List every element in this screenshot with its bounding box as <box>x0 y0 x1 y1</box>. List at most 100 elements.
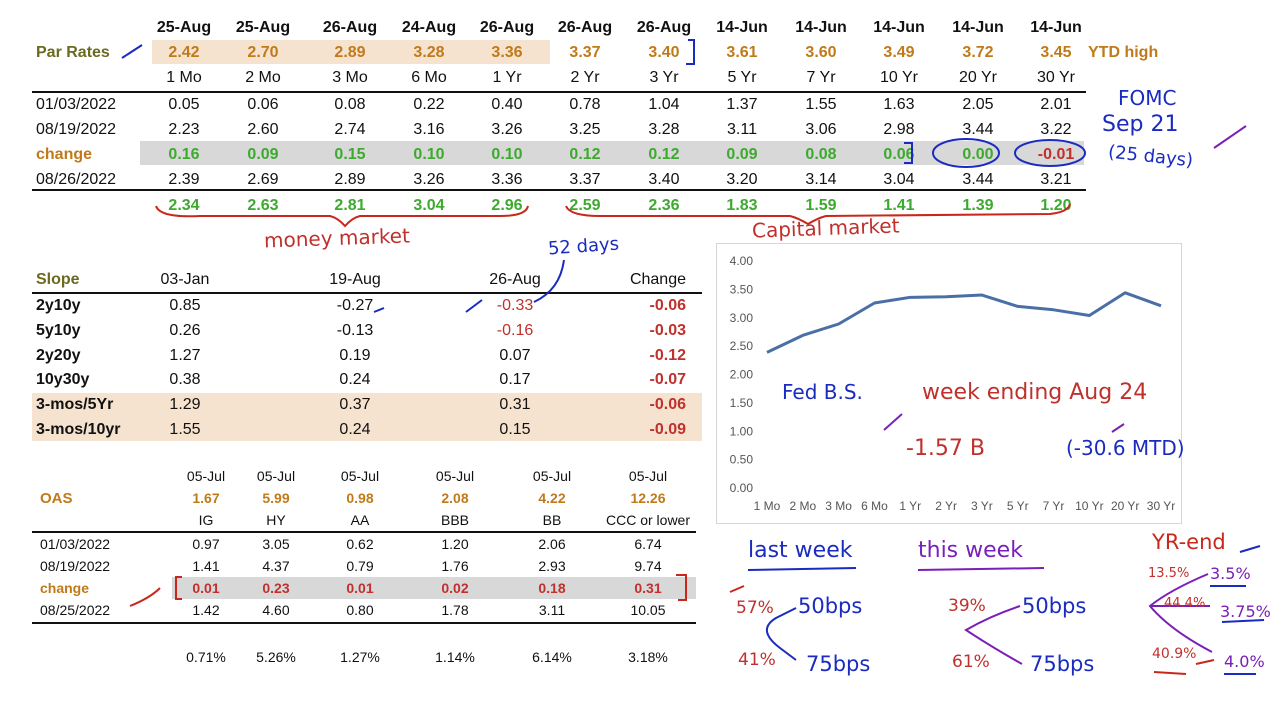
par-cell: 0.10 <box>413 146 445 163</box>
yr-end-branch <box>1148 573 1213 653</box>
par-cell: 1.55 <box>805 96 837 113</box>
par-cell: 0.09 <box>247 146 279 163</box>
fomc-note-1: FOMC <box>1118 86 1177 110</box>
oas-cell: 0.79 <box>346 558 374 574</box>
par-tenor: 20 Yr <box>959 69 997 86</box>
par-ytd-change: 1.83 <box>726 197 758 214</box>
par-bracket-mark <box>686 39 695 65</box>
oas-pct: 5.26% <box>256 649 296 665</box>
par-cell: 3.21 <box>1040 171 1072 188</box>
par-ytd-change: 1.39 <box>962 197 994 214</box>
par-ytd-change: 2.36 <box>648 197 680 214</box>
fed-bs-note: Fed B.S. <box>782 380 863 404</box>
tw-50bps-note: 50bps <box>1022 594 1087 618</box>
oas-high: 1.67 <box>192 490 220 506</box>
fed-check <box>883 413 903 431</box>
slope-header: Change <box>629 271 686 288</box>
slope-check-1 <box>373 307 385 313</box>
par-cell: 3.37 <box>569 171 601 188</box>
slope-cell: -0.27 <box>336 297 374 314</box>
par-date: 26-Aug <box>636 19 692 36</box>
par-cell: 2.74 <box>334 121 366 138</box>
capital-market-brace <box>565 203 1071 226</box>
oas-cell: 0.80 <box>346 602 374 618</box>
par-value: 3.49 <box>883 44 915 61</box>
par-cell: 0.40 <box>491 96 523 113</box>
par-value: 3.37 <box>569 44 601 61</box>
oas-high: 0.98 <box>346 490 374 506</box>
par-date: 14-Jun <box>873 19 925 36</box>
par-tenor: 6 Mo <box>411 69 447 86</box>
oas-cell: 2.06 <box>538 536 566 552</box>
oas-cell: 4.37 <box>262 558 290 574</box>
par-tenor: 2 Mo <box>245 69 281 86</box>
fed-mtd-note: (-30.6 MTD) <box>1066 436 1185 460</box>
par-tenor: 1 Mo <box>166 69 202 86</box>
par-cell: 3.06 <box>805 121 837 138</box>
slope-cell: 1.55 <box>169 421 201 438</box>
par-value: 3.60 <box>805 44 837 61</box>
oas-cell: 1.20 <box>441 536 469 552</box>
par-cell: 0.16 <box>168 146 200 163</box>
par-cell: 2.69 <box>247 171 279 188</box>
oas-class: AA <box>350 512 370 528</box>
this-week-note: this week <box>918 538 1023 563</box>
tw-39-note: 39% <box>948 596 986 616</box>
par-cell: 3.25 <box>569 121 601 138</box>
fed-minus-note: -1.57 B <box>906 436 986 461</box>
y-tick-label: 0.50 <box>730 453 754 467</box>
slope-header: 03-Jan <box>160 271 210 288</box>
mtd-check <box>1111 423 1125 433</box>
oas-header-rule <box>32 531 696 533</box>
ytd-high-label: YTD high <box>1088 44 1159 61</box>
slope-header: Slope <box>36 271 80 288</box>
par-cell: 3.44 <box>962 121 994 138</box>
oas-change-arrow <box>129 587 161 607</box>
oas-row-label: 01/03/2022 <box>40 536 111 552</box>
oas-class: IG <box>198 512 214 528</box>
oas-left-bracket <box>175 576 182 600</box>
slope-row-label: 3-mos/10yr <box>36 421 121 438</box>
par-date: 14-Jun <box>716 19 768 36</box>
oas-cell: 9.74 <box>634 558 662 574</box>
oas-date: 05-Jul <box>256 468 296 484</box>
par-tenor: 3 Mo <box>332 69 368 86</box>
par-cell: 0.08 <box>334 96 366 113</box>
par-cell: 0.09 <box>726 146 758 163</box>
par-tenor: 1 Yr <box>492 69 522 86</box>
par-cell: 0.05 <box>168 96 200 113</box>
oas-cell: 1.78 <box>441 602 469 618</box>
circle-20yr-change <box>932 138 1000 168</box>
oas-cell: 0.18 <box>538 580 566 596</box>
par-ytd-change: 2.96 <box>491 197 523 214</box>
par-cell: 0.00 <box>962 146 994 163</box>
slope-header: 26-Aug <box>489 271 541 288</box>
y-tick-label: 2.50 <box>730 339 754 353</box>
slope-cell: -0.33 <box>496 297 534 314</box>
par-date: 25-Aug <box>156 19 212 36</box>
oas-pct: 3.18% <box>628 649 668 665</box>
par-date: 14-Jun <box>952 19 1004 36</box>
par-ytd-change: 2.34 <box>168 197 200 214</box>
x-tick-label: 2 Mo <box>789 499 816 513</box>
slope-row-label: 5y10y <box>36 321 81 339</box>
par-cell: 3.04 <box>883 171 915 188</box>
r40-note: 4.0% <box>1224 652 1265 671</box>
slope-cell: 0.24 <box>339 371 371 389</box>
oas-pct: 1.27% <box>340 649 380 665</box>
slope-change: -0.06 <box>649 297 686 314</box>
oas-change-band <box>172 577 696 599</box>
par-highlight-band <box>152 40 550 64</box>
par-tenor: 7 Yr <box>806 69 836 86</box>
par-rates-label: Par Rates <box>36 44 110 61</box>
oas-pct: 0.71% <box>186 649 226 665</box>
oas-cell: 3.11 <box>538 602 566 618</box>
oas-cell: 0.01 <box>192 580 220 596</box>
par-cell: 3.16 <box>413 121 445 138</box>
par-cell: 2.01 <box>1040 96 1072 113</box>
slope-cell: 1.29 <box>169 396 201 414</box>
r375-note: 3.75% <box>1220 602 1271 621</box>
oas-row-label: 08/25/2022 <box>40 602 111 618</box>
yield-curve-chart: 4.00 3.50 3.00 2.50 2.00 1.50 1.00 0.50 0.00 1 Mo… <box>716 243 1182 524</box>
